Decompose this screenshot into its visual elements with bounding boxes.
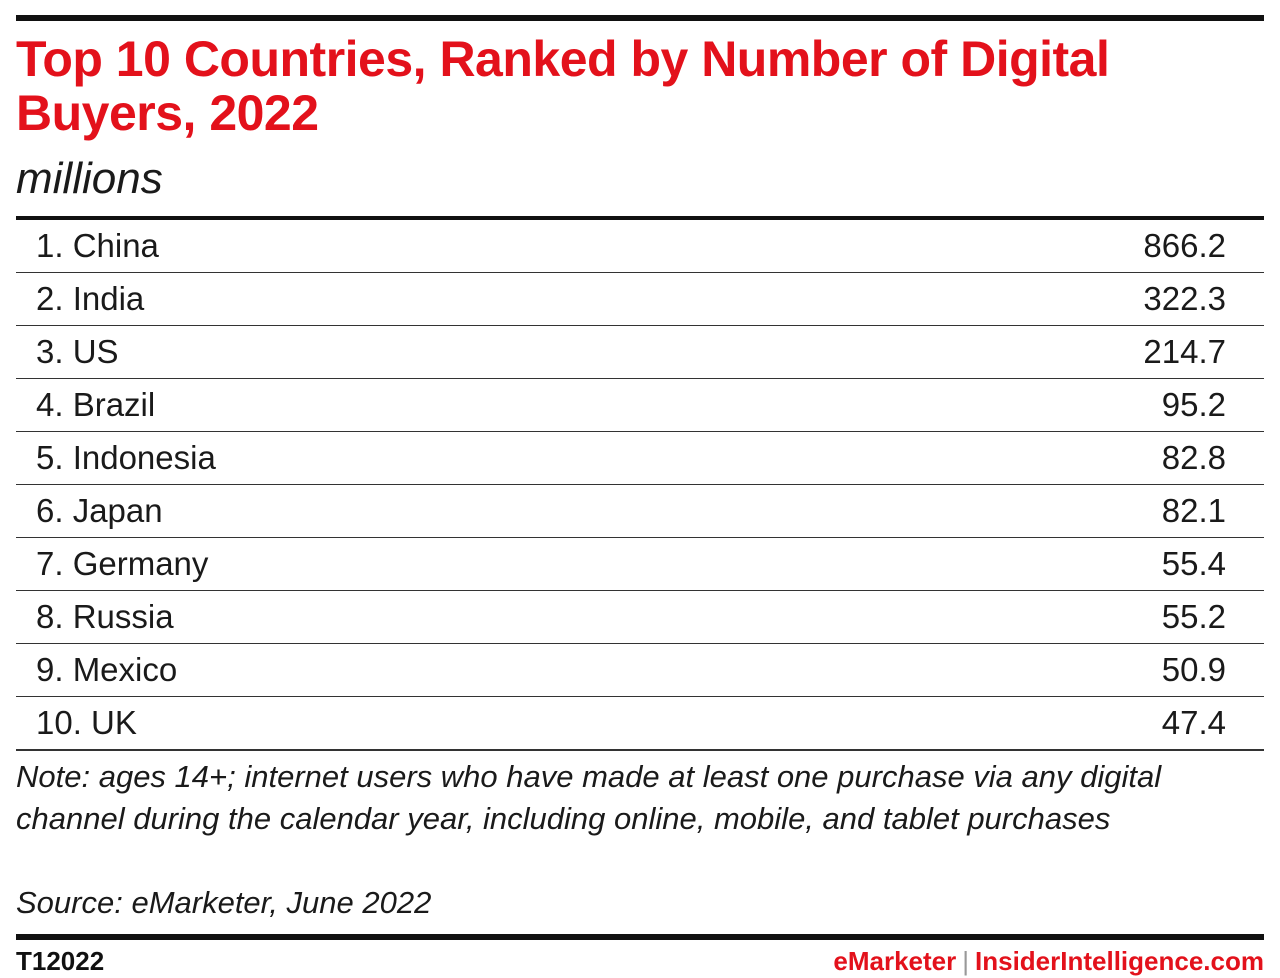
table-row: 10. UK 47.4 — [16, 697, 1264, 751]
row-country-label: 6. Japan — [36, 492, 163, 529]
brand-separator: | — [962, 946, 970, 976]
row-country-label: 7. Germany — [36, 545, 209, 582]
row-value: 82.1 — [1161, 492, 1226, 529]
row-country-label: 5. Indonesia — [36, 439, 216, 476]
row-country-label: 9. Mexico — [36, 651, 178, 688]
row-country-label: 2. India — [36, 280, 145, 317]
table-row: 6. Japan 82.1 — [16, 485, 1264, 538]
row-country-label: 4. Brazil — [36, 386, 156, 423]
row-value: 55.2 — [1161, 598, 1226, 635]
row-value: 82.8 — [1161, 439, 1226, 476]
chart-id: T12022 — [16, 946, 105, 976]
table-row: 8. Russia 55.2 — [16, 591, 1264, 644]
table-row: 2. India 322.3 — [16, 273, 1264, 326]
table-row: 3. US 214.7 — [16, 326, 1264, 379]
chart-source: Source: eMarketer, June 2022 — [16, 885, 432, 920]
footer-brand: eMarketer | InsiderIntelligence.com — [833, 946, 1264, 976]
chart-note: Note: ages 14+; internet users who have … — [16, 759, 1162, 836]
emarketer-logo: eMarketer — [833, 946, 957, 976]
table-row: 1. China 866.2 — [16, 220, 1264, 273]
table-row: 5. Indonesia 82.8 — [16, 432, 1264, 485]
row-country-label: 8. Russia — [36, 598, 174, 635]
row-value: 866.2 — [1143, 227, 1226, 264]
row-country-label: 1. China — [36, 227, 159, 264]
table-row: 4. Brazil 95.2 — [16, 379, 1264, 432]
row-value: 55.4 — [1161, 545, 1226, 582]
chart-subtitle: millions — [16, 154, 163, 203]
row-value: 322.3 — [1143, 280, 1226, 317]
row-country-label: 10. UK — [36, 704, 137, 741]
row-value: 214.7 — [1143, 333, 1226, 370]
row-value: 95.2 — [1161, 386, 1226, 423]
table-row: 7. Germany 55.4 — [16, 538, 1264, 591]
insider-intelligence-link[interactable]: InsiderIntelligence.com — [975, 946, 1264, 976]
data-table: 1. China 866.2 2. India 322.3 3. US 214.… — [16, 220, 1264, 751]
top-rule — [16, 15, 1264, 21]
row-value: 47.4 — [1161, 704, 1226, 741]
chart-title: Top 10 Countries, Ranked by Number of Di… — [16, 31, 1110, 141]
bottom-rule — [16, 934, 1264, 940]
row-country-label: 3. US — [36, 333, 119, 370]
row-value: 50.9 — [1161, 651, 1226, 688]
header-rule — [16, 216, 1264, 220]
table-row: 9. Mexico 50.9 — [16, 644, 1264, 697]
